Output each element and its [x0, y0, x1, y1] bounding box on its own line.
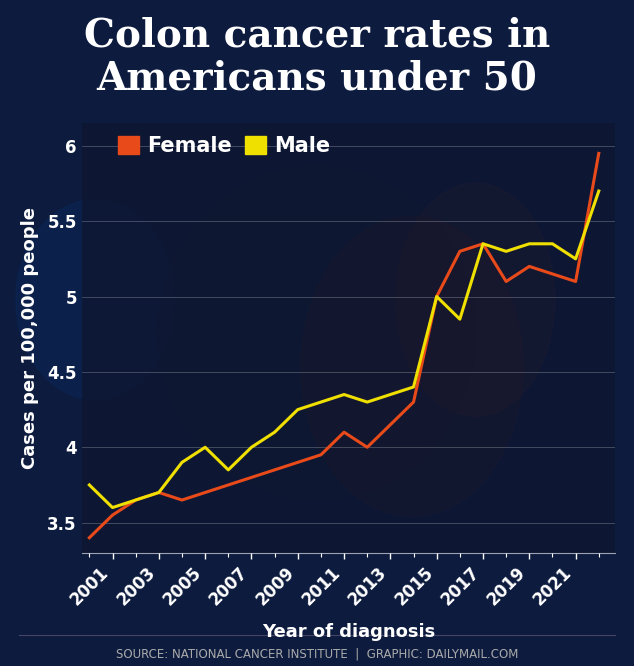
X-axis label: Year of diagnosis: Year of diagnosis — [262, 623, 436, 641]
Ellipse shape — [16, 200, 174, 400]
Legend: Female, Male: Female, Male — [114, 131, 334, 161]
Text: Americans under 50: Americans under 50 — [96, 60, 538, 98]
Text: Colon cancer rates in: Colon cancer rates in — [84, 17, 550, 55]
Y-axis label: Cases per 100,000 people: Cases per 100,000 people — [21, 207, 39, 469]
Ellipse shape — [301, 216, 523, 516]
Ellipse shape — [158, 166, 476, 500]
Text: SOURCE: NATIONAL CANCER INSTITUTE  |  GRAPHIC: DAILYMAIL.COM: SOURCE: NATIONAL CANCER INSTITUTE | GRAP… — [116, 647, 518, 661]
Ellipse shape — [396, 183, 555, 416]
